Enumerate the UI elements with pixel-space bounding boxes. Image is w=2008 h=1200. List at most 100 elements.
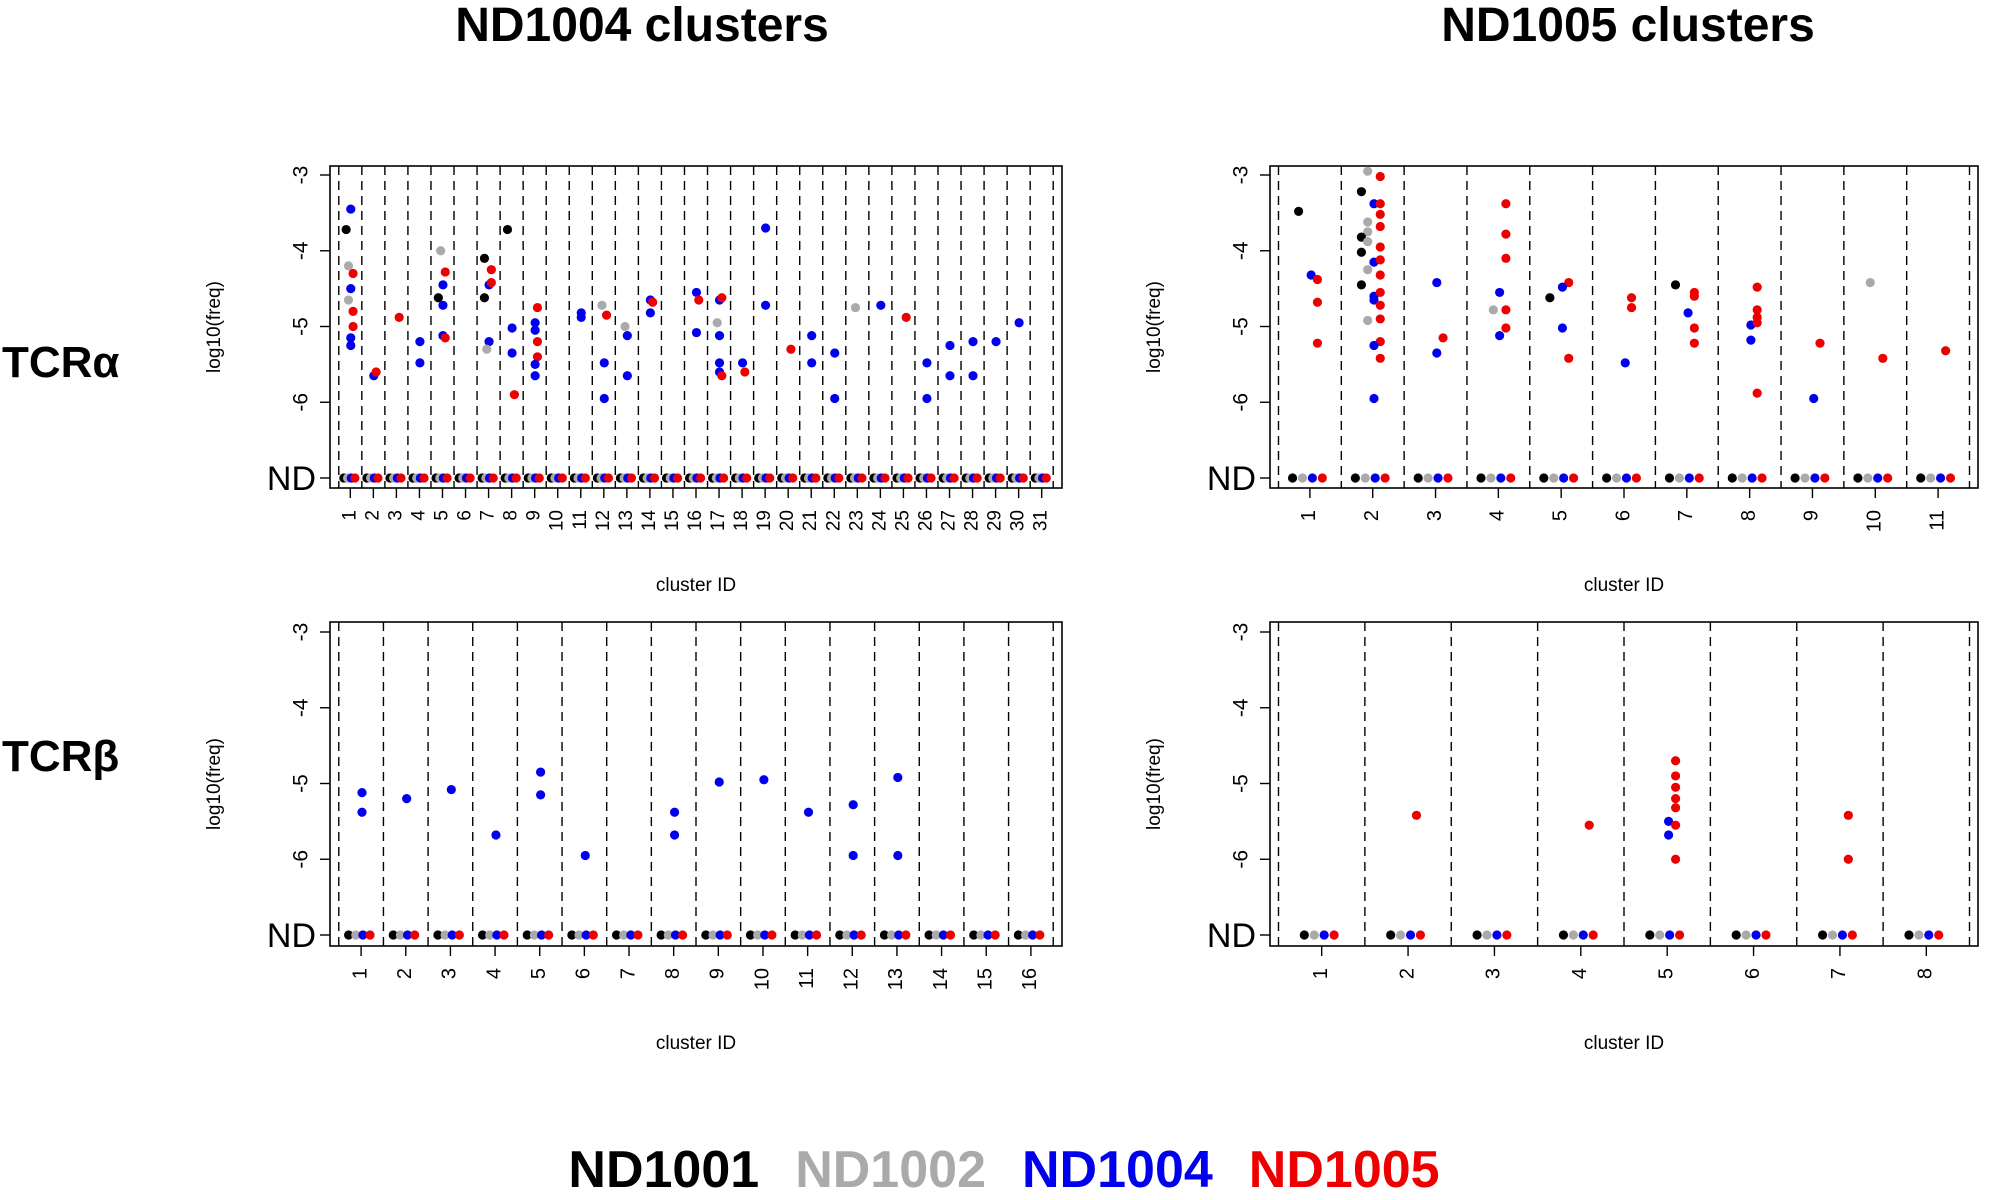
data-point (1375, 300, 1385, 310)
data-point-nd (588, 930, 598, 940)
data-point (479, 293, 490, 303)
data-point-nd (903, 473, 913, 483)
data-point (1670, 756, 1681, 766)
data-point (440, 267, 450, 277)
data-point (1438, 333, 1448, 343)
data-point (580, 850, 590, 861)
data-point-nd (1035, 930, 1045, 940)
y-tick-label-nd: ND (267, 460, 316, 498)
y-tick-label: -5 (290, 317, 313, 336)
data-point-nd (1817, 930, 1828, 940)
data-point-nd (924, 930, 934, 940)
data-point-nd (1578, 930, 1588, 940)
data-point-nd (1502, 930, 1512, 940)
y-tick-label: -5 (1230, 774, 1253, 793)
data-point (1375, 353, 1385, 363)
x-tick-label: 10 (1864, 510, 1886, 532)
data-point (438, 300, 448, 310)
data-point-nd (1380, 473, 1390, 483)
data-point (850, 302, 861, 313)
x-tick-label: 1 (1310, 968, 1332, 979)
data-point (786, 344, 796, 354)
data-point (1356, 280, 1367, 290)
data-point (1670, 280, 1681, 290)
data-point (536, 790, 546, 800)
data-point (1670, 803, 1681, 813)
data-point (1670, 854, 1681, 864)
column-title-nd1004: ND1004 clusters (455, 0, 829, 52)
y-tick-label: -4 (290, 241, 313, 260)
data-point (346, 204, 356, 214)
data-point (714, 777, 724, 787)
data-point (343, 261, 354, 271)
data-point (532, 302, 543, 313)
data-point (760, 300, 771, 310)
legend: ND1001 ND1002 ND1004 ND1005 (0, 1140, 2008, 1200)
data-point (530, 325, 540, 335)
x-tick-label: 9 (524, 510, 545, 521)
data-point (346, 333, 356, 343)
data-point (945, 371, 955, 381)
data-point (922, 358, 932, 368)
data-point-nd (1800, 473, 1810, 483)
data-point-nd (1611, 473, 1622, 483)
data-point-nd (1549, 473, 1559, 483)
data-point (968, 371, 978, 381)
data-point (1752, 318, 1762, 328)
data-point (599, 393, 609, 404)
data-point (922, 393, 932, 404)
y-tick-label-nd: ND (267, 917, 316, 955)
data-point-nd (365, 930, 375, 940)
data-point (1670, 794, 1681, 804)
data-point-nd (797, 930, 807, 940)
data-point (803, 807, 814, 817)
data-point (830, 348, 840, 358)
data-point (348, 306, 358, 316)
data-point-nd (388, 930, 398, 940)
data-point (1843, 810, 1853, 820)
data-point-nd (567, 930, 577, 940)
data-point (893, 850, 903, 861)
data-point (530, 371, 540, 381)
data-point-nd (811, 473, 821, 483)
row-label-tcra: TCRα (2, 338, 120, 387)
x-tick-label: 10 (751, 968, 773, 990)
plot-frame (329, 165, 1063, 489)
data-point-nd (842, 930, 852, 940)
data-point-nd (656, 930, 666, 940)
data-point (532, 352, 543, 362)
x-tick-label: 15 (975, 968, 997, 990)
data-point (1495, 330, 1505, 341)
x-tick-label: 3 (385, 510, 406, 521)
data-point-nd (1472, 930, 1482, 940)
data-point-nd (534, 473, 544, 483)
data-point (1369, 393, 1379, 404)
data-point-nd (1655, 930, 1665, 940)
y-tick-label-nd: ND (1207, 917, 1256, 955)
data-point-nd (1935, 473, 1946, 483)
legend-nd1001: ND1001 (568, 1141, 760, 1199)
data-point-nd (1386, 930, 1396, 940)
data-point (1363, 217, 1373, 227)
data-point-nd (945, 930, 956, 940)
x-tick-label: 8 (1738, 510, 1760, 521)
data-point (648, 297, 658, 307)
data-point-nd (804, 930, 815, 940)
x-tick-label: 12 (593, 510, 614, 531)
data-point-nd (1621, 473, 1632, 483)
data-point (1670, 820, 1681, 830)
data-point-nd (788, 473, 798, 483)
data-point-nd (1863, 473, 1873, 483)
data-point (1375, 270, 1385, 280)
data-point (484, 337, 494, 347)
x-tick-label: 19 (754, 510, 775, 531)
data-point-nd (1568, 930, 1578, 940)
x-tick-label: 17 (708, 510, 729, 531)
x-tick-label: 4 (1569, 968, 1591, 979)
data-point-nd (465, 473, 475, 483)
data-point (536, 767, 546, 777)
data-point (486, 277, 496, 288)
data-point-nd (715, 930, 725, 940)
data-point (1670, 771, 1681, 781)
data-point-nd (1423, 473, 1433, 483)
